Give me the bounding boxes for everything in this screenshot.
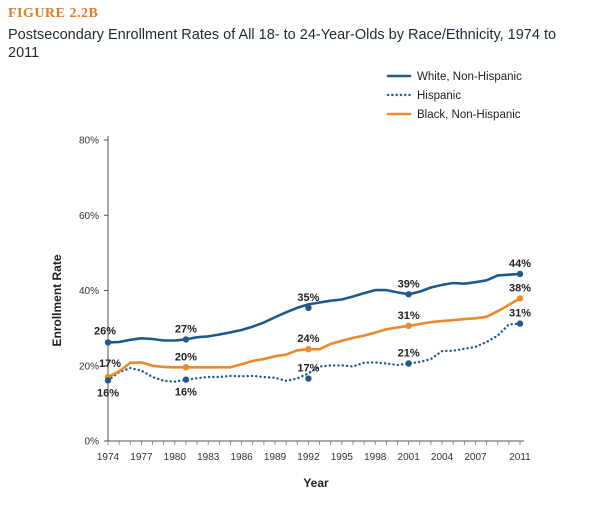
data-point-marker (305, 345, 312, 353)
data-point-marker (305, 375, 312, 382)
x-tick-label: 1977 (130, 452, 153, 463)
y-tick-label: 0% (85, 437, 100, 448)
data-label: 44% (509, 258, 531, 270)
series-line-hispanic (106, 322, 522, 383)
data-point-marker (104, 377, 112, 384)
data-point-marker (182, 336, 190, 343)
data-point-marker (405, 291, 412, 298)
data-label: 16% (97, 387, 119, 399)
data-label: 24% (297, 333, 319, 345)
data-label: 31% (398, 310, 420, 322)
y-axis-title: Enrollment Rate (50, 254, 64, 346)
x-tick-label: 1995 (331, 452, 354, 463)
data-label: 39% (398, 278, 420, 290)
x-tick-label: 1989 (264, 452, 287, 463)
data-point-marker (516, 270, 524, 278)
x-tick-label: 2004 (431, 452, 454, 463)
x-tick-label: 1974 (97, 452, 120, 463)
data-point-marker (516, 320, 524, 327)
figure-label: FIGURE 2.2B (8, 6, 99, 21)
x-tick-label: 1983 (197, 452, 220, 463)
x-tick-label: 2011 (509, 452, 531, 463)
x-tick-label: 1992 (297, 452, 320, 463)
data-label: 38% (509, 282, 531, 294)
data-label: 31% (509, 308, 531, 320)
x-tick-label: 1998 (364, 452, 387, 463)
data-label: 26% (94, 325, 116, 337)
data-label: 17% (99, 358, 121, 370)
data-point-marker (104, 339, 112, 346)
series-line-black-non-hispanic (106, 297, 522, 379)
x-axis-title: Year (303, 476, 329, 490)
data-label: 16% (175, 387, 197, 399)
data-label: 27% (175, 323, 197, 335)
data-label: 20% (175, 351, 197, 363)
series-line-white-non-hispanic (106, 272, 522, 344)
data-label: 21% (398, 347, 420, 359)
data-label: 17% (297, 363, 319, 375)
data-point-marker (182, 376, 190, 383)
data-point-marker (516, 295, 524, 302)
x-tick-label: 1986 (230, 452, 253, 463)
y-tick-label: 80% (79, 136, 99, 147)
y-tick-label: 60% (79, 211, 99, 222)
data-point-marker (305, 304, 312, 312)
y-tick-label: 40% (79, 286, 99, 297)
data-point-marker (405, 322, 412, 330)
x-tick-label: 2007 (464, 452, 487, 463)
x-tick-label: 2001 (398, 452, 421, 463)
legend-entry: Black, Non-Hispanic (417, 109, 521, 121)
y-tick-label: 20% (79, 361, 99, 372)
data-point-marker (182, 364, 190, 371)
legend-entry: White, Non-Hispanic (417, 71, 522, 83)
chart-title: Postsecondary Enrollment Rates of All 18… (8, 27, 557, 61)
data-label: 35% (297, 292, 319, 304)
legend-entry: Hispanic (417, 90, 461, 102)
x-tick-label: 1980 (164, 452, 187, 463)
data-point-marker (405, 360, 412, 367)
